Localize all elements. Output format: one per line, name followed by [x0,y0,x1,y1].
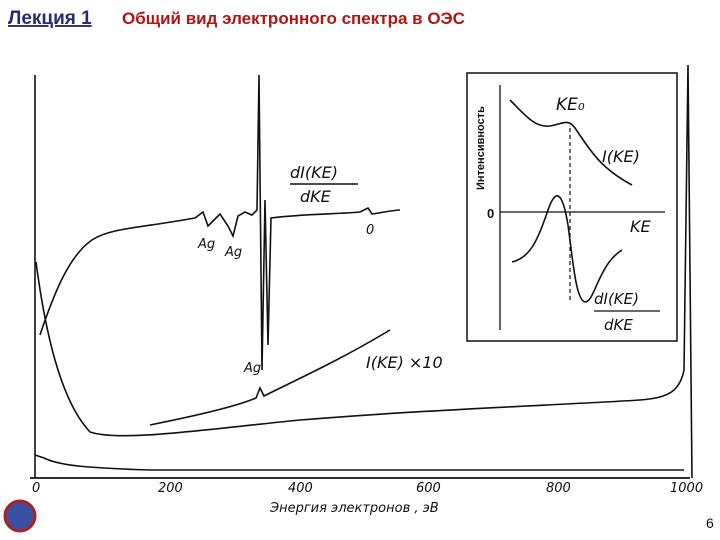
inset-y-label: Интенсивность [475,106,487,190]
derivative-curve [39,74,401,371]
x-axis-label: Энергия электронов , эВ [269,501,439,516]
inset-frame [466,72,678,342]
inset: Интенсивность KE₀ I(KE) 0 KE dI(KE) dKE [466,72,678,342]
page-number: 6 [706,515,714,531]
x-tick-label: 600 [416,481,441,496]
background-curve [34,454,684,471]
lecture-link[interactable]: Лекция 1 [8,8,92,29]
x-tick-label: 0 [32,481,40,496]
inset-zero: 0 [487,206,494,221]
intensity-x10-curve [149,329,391,426]
intensity-label: I(KE) ×10 [366,353,443,372]
x-tick-label: 400 [288,481,313,496]
derivative-label: dI(KE) [290,163,338,182]
peak-label: Ag [243,361,261,376]
inset-derivative-label: dI(KE) [594,290,639,308]
x-tick-label: 1000 [670,481,703,496]
inset-curve-label: I(KE) [602,147,640,166]
zero-label: 0 [366,223,374,238]
inset-derivative-label: dKE [604,316,633,334]
logo-circle [3,499,37,533]
intensity-curve [35,64,693,479]
peak-label: Ag [197,237,215,252]
inset-intensity [509,99,633,186]
x-tick-label: 200 [158,481,183,496]
derivative-label: dKE [300,187,332,206]
peak-label: Ag [224,245,242,260]
inset-ke0: KE₀ [556,95,585,115]
slide-title: Общий вид электронного спектра в ОЭС [122,9,465,28]
logo [3,499,37,533]
inset-derivative [511,195,623,303]
x-tick-label: 800 [546,481,571,496]
inset-x-label: KE [630,217,651,236]
spectrum-figure: 0 200 400 600 800 1000 Энергия электроно… [30,64,703,516]
